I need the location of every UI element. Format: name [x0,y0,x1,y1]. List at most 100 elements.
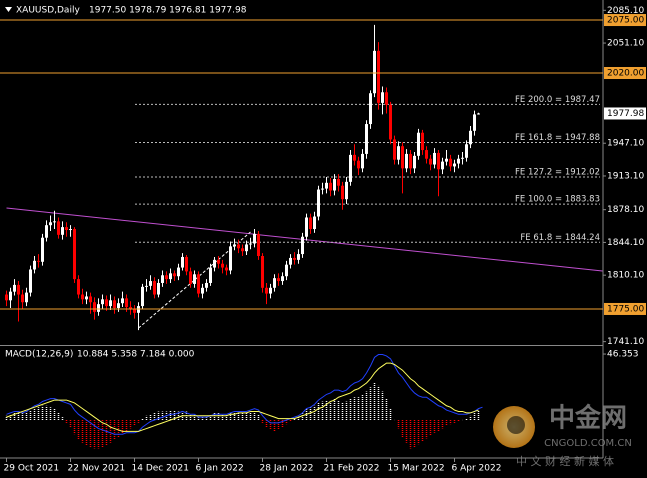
candle-body [53,221,56,223]
candle-body [357,160,360,169]
candle-body [269,287,272,294]
candle-body [449,158,452,167]
candle-body [341,185,344,200]
watermark-logo: 中金网 [549,403,627,434]
candle-body [17,284,20,295]
level-label-box [604,302,646,315]
candle-body [121,298,124,304]
candle-body [457,158,460,164]
candle-body [101,299,104,305]
candle-body [257,233,260,257]
candle-body [369,93,372,125]
x-tick-label: 21 Feb 2022 [324,464,380,474]
candle-body [361,153,364,169]
candle-body [437,152,440,170]
candle-body [37,260,40,262]
candle-body [285,264,288,277]
candle-body [65,227,68,230]
y-tick-label: 2085.10 [607,6,644,16]
indicator-subtitle: 10.884 5.358 7.184 0.000 [77,350,195,360]
candle-body [169,273,172,280]
candle-body [277,278,280,282]
candle-body [157,282,160,295]
candle-body [213,259,216,268]
candle-body [21,294,24,303]
candle-body [349,154,352,182]
candle-body [317,189,320,217]
candle-body [177,267,180,277]
x-tick-label: 29 Oct 2021 [4,464,60,474]
y-tick-label: 1741.10 [607,337,644,347]
candle-body [221,263,224,268]
indicator-line [6,362,479,432]
candle-body [313,216,316,230]
candle-body [49,222,52,226]
candle-body [465,144,468,158]
candle-body [477,113,480,115]
y-tick-label: 1947.10 [607,139,644,149]
candle-body [417,132,420,156]
candle-body [385,92,388,105]
candle-body [381,92,384,103]
chart-title: XAUUSD,Daily [16,6,80,16]
fibo-label: FE 161.8 = 1947.88 [515,133,600,143]
price-panel: FE 200.0 = 1987.47 FE 161.8 = 1947.88 FE 1… [0,19,603,331]
candle-body [93,302,96,312]
candle-body [109,300,112,307]
candle-body [245,244,248,252]
candle-body [389,104,392,140]
candle-body [325,182,328,189]
last-price-box [604,107,646,120]
candle-body [441,161,444,170]
candle-body [129,307,132,309]
candle-body [425,150,428,159]
y-tick-label: 2051.10 [607,39,644,49]
candle-body [165,275,168,280]
candle-body [189,271,192,284]
candle-body [201,287,204,294]
candle-body [429,158,432,165]
x-tick-label: 14 Dec 2021 [132,464,190,474]
candle-body [281,276,284,282]
y-tick-label: 1810.10 [607,271,644,281]
candle-body [273,278,276,288]
candle-body [145,285,148,287]
candle-body [85,296,88,300]
candle-body [141,286,144,307]
axes: 2085.10 2051.10 1947.10 1913.10 1878.10 1844.… [4,6,646,474]
candle-body [113,300,116,309]
candle-body [41,237,44,262]
candle-body [89,296,92,303]
candle-body [445,158,448,162]
y-tick-label: 46.353 [607,350,639,360]
candle-body [453,163,456,167]
candle-body [293,257,296,260]
candle-body [337,178,340,186]
chart-subtitle: 1977.50 1978.79 1976.81 1977.98 [89,6,247,16]
candle-body [433,152,436,165]
candle-body [233,244,236,247]
candle-body [29,269,32,293]
candle-body [69,229,72,231]
candle-body [333,178,336,191]
x-tick-label: 6 Jan 2022 [196,464,244,474]
macd-panel [5,354,483,449]
y-tick-label: 1913.10 [607,171,644,181]
candle-body [217,259,220,264]
candle-body [289,257,292,265]
candle-body [413,155,416,169]
x-tick-label: 22 Nov 2021 [68,464,126,474]
candle-body [9,291,12,301]
menu-icon [5,7,12,12]
candle-body [401,146,404,169]
candle-body [365,124,368,154]
candle-body [153,281,156,295]
x-tick-label: 6 Apr 2022 [452,464,502,474]
level-label: 2075.00 [607,16,644,26]
candle-body [117,303,120,309]
candle-body [33,260,36,270]
candle-body [25,292,28,303]
candle-body [297,254,300,260]
fibo-label: FE 100.0 = 1883.83 [515,195,600,205]
